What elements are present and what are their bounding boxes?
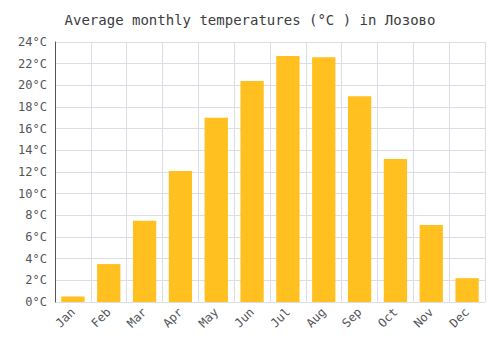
svg-text:0°C: 0°C [25, 295, 47, 309]
svg-text:Jul: Jul [268, 305, 293, 330]
svg-text:Apr: Apr [160, 305, 185, 330]
svg-text:Aug: Aug [303, 305, 328, 330]
svg-text:12°C: 12°C [18, 165, 47, 179]
svg-text:Dec: Dec [447, 305, 472, 330]
svg-text:22°C: 22°C [18, 57, 47, 71]
svg-text:8°C: 8°C [25, 208, 47, 222]
svg-text:10°C: 10°C [18, 187, 47, 201]
svg-text:Average monthly temperatures (: Average monthly temperatures (°C ) in Ло… [65, 12, 436, 28]
svg-text:Feb: Feb [88, 305, 113, 330]
svg-text:4°C: 4°C [25, 252, 47, 266]
svg-text:2°C: 2°C [25, 273, 47, 287]
svg-text:Sep: Sep [339, 305, 364, 330]
svg-text:Jun: Jun [232, 305, 257, 330]
svg-text:16°C: 16°C [18, 122, 47, 136]
svg-text:6°C: 6°C [25, 230, 47, 244]
svg-text:May: May [196, 305, 221, 330]
svg-text:Nov: Nov [411, 305, 436, 330]
svg-text:Mar: Mar [124, 305, 149, 330]
svg-text:18°C: 18°C [18, 100, 47, 114]
svg-text:14°C: 14°C [18, 143, 47, 157]
svg-text:20°C: 20°C [18, 78, 47, 92]
svg-text:Jan: Jan [53, 305, 78, 330]
svg-text:Oct: Oct [375, 305, 400, 330]
svg-text:24°C: 24°C [18, 35, 47, 49]
